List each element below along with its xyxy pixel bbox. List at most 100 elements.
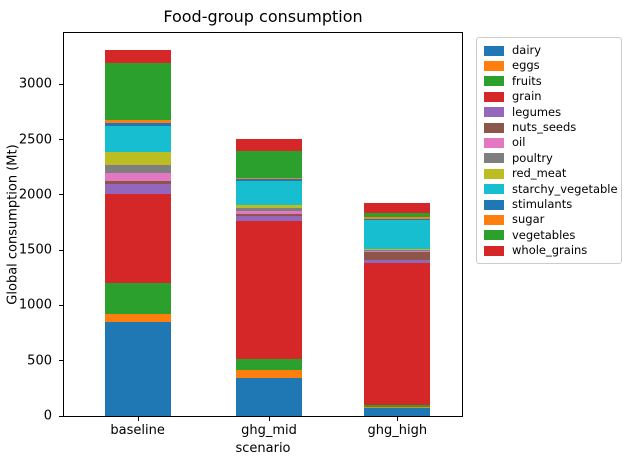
segment-whole_grains — [364, 202, 431, 214]
segment-legumes — [104, 183, 171, 194]
segment-vegetables — [235, 150, 302, 178]
segment-eggs — [235, 370, 302, 378]
segment-fruits — [364, 404, 431, 407]
y-tick-mark — [59, 304, 63, 306]
stacked-bar-ghg_mid — [235, 33, 302, 416]
segment-oil — [235, 210, 302, 215]
legend-item-starchy_vegetable: starchy_vegetable — [484, 182, 618, 197]
y-tick-label: 1500 — [18, 242, 52, 258]
legend-item-poultry: poultry — [484, 151, 613, 166]
y-tick-label: 500 — [27, 353, 52, 369]
segment-fruits — [235, 358, 302, 371]
legend-item-grain: grain — [484, 89, 613, 104]
segment-red_meat — [364, 249, 431, 250]
segment-sugar — [235, 177, 302, 180]
y-tick-mark — [59, 83, 63, 85]
legend-item-nuts_seeds: nuts_seeds — [484, 120, 613, 135]
x-tick-mark — [268, 417, 270, 421]
segment-whole_grains — [104, 50, 171, 63]
y-tick-label: 3000 — [18, 76, 52, 92]
y-tick-label: 2500 — [18, 132, 52, 148]
legend-swatch-icon — [484, 45, 504, 56]
legend-label: starchy_vegetable — [512, 181, 618, 196]
legend-swatch-icon — [484, 138, 504, 149]
legend-label: poultry — [512, 150, 553, 165]
y-tick-mark — [59, 360, 63, 362]
segment-sugar — [364, 217, 431, 219]
segment-legumes — [235, 215, 302, 221]
y-tick-label: 2000 — [18, 187, 52, 203]
plot-area — [63, 32, 463, 417]
x-tick-label-baseline: baseline — [110, 423, 165, 438]
legend-label: eggs — [512, 58, 540, 73]
legend-label: legumes — [512, 104, 562, 119]
segment-stimulants — [104, 123, 171, 126]
legend-label: sugar — [512, 212, 545, 227]
legend-item-red_meat: red_meat — [484, 166, 613, 181]
segment-poultry — [364, 249, 431, 251]
legend-item-vegetables: vegetables — [484, 228, 613, 243]
x-tick-mark — [397, 417, 399, 421]
legend-swatch-icon — [484, 199, 504, 210]
segment-fruits — [104, 283, 171, 314]
legend-item-fruits: fruits — [484, 74, 613, 89]
segment-nuts_seeds — [364, 252, 431, 261]
legend-item-eggs: eggs — [484, 58, 613, 73]
legend-item-stimulants: stimulants — [484, 197, 613, 212]
x-axis-label: scenario — [235, 441, 291, 456]
legend-label: grain — [512, 89, 542, 104]
y-tick-mark — [59, 249, 63, 251]
legend-swatch-icon — [484, 184, 504, 195]
segment-vegetables — [364, 213, 431, 218]
x-tick-mark — [137, 417, 139, 421]
segment-sugar — [104, 120, 171, 124]
legend-item-dairy: dairy — [484, 43, 613, 58]
segment-poultry — [235, 207, 302, 211]
legend-swatch-icon — [484, 122, 504, 133]
legend-item-whole_grains: whole_grains — [484, 243, 613, 258]
segment-nuts_seeds — [104, 181, 171, 184]
chart-title: Food-group consumption — [163, 7, 363, 26]
legend-label: whole_grains — [512, 243, 588, 258]
legend-swatch-icon — [484, 168, 504, 179]
segment-eggs — [364, 406, 431, 409]
legend-swatch-icon — [484, 230, 504, 241]
legend-label: vegetables — [512, 227, 576, 242]
stacked-bar-baseline — [104, 33, 171, 416]
legend-swatch-icon — [484, 91, 504, 102]
legend-label: dairy — [512, 43, 542, 57]
x-tick-label-ghg_mid: ghg_mid — [241, 423, 297, 438]
segment-grain — [364, 262, 431, 405]
segment-red_meat — [235, 204, 302, 208]
legend-item-legumes: legumes — [484, 105, 613, 120]
legend-swatch-icon — [484, 245, 504, 256]
legend-label: fruits — [512, 73, 542, 88]
segment-oil — [364, 250, 431, 253]
segment-vegetables — [104, 62, 171, 121]
y-tick-mark — [59, 415, 63, 417]
x-tick-label-ghg_high: ghg_high — [367, 423, 428, 438]
segment-stimulants — [235, 179, 302, 181]
y-tick-label: 0 — [43, 408, 52, 424]
y-tick-mark — [59, 139, 63, 141]
segment-legumes — [364, 260, 431, 263]
legend-swatch-icon — [484, 107, 504, 118]
segment-eggs — [104, 313, 171, 323]
segment-stimulants — [364, 218, 431, 220]
segment-nuts_seeds — [235, 214, 302, 216]
legend-swatch-icon — [484, 61, 504, 72]
legend-label: red_meat — [512, 166, 567, 181]
legend-label: stimulants — [512, 196, 573, 211]
segment-poultry — [104, 164, 171, 173]
segment-grain — [235, 220, 302, 359]
segment-dairy — [235, 377, 302, 416]
y-tick-mark — [59, 194, 63, 196]
segment-oil — [104, 172, 171, 182]
legend-label: nuts_seeds — [512, 119, 577, 134]
stacked-bar-ghg_high — [364, 33, 431, 416]
segment-grain — [104, 193, 171, 284]
legend: dairy eggs fruits grain legumes nuts_seeds oil… — [476, 37, 622, 265]
segment-dairy — [104, 322, 171, 416]
legend-swatch-icon — [484, 214, 504, 225]
